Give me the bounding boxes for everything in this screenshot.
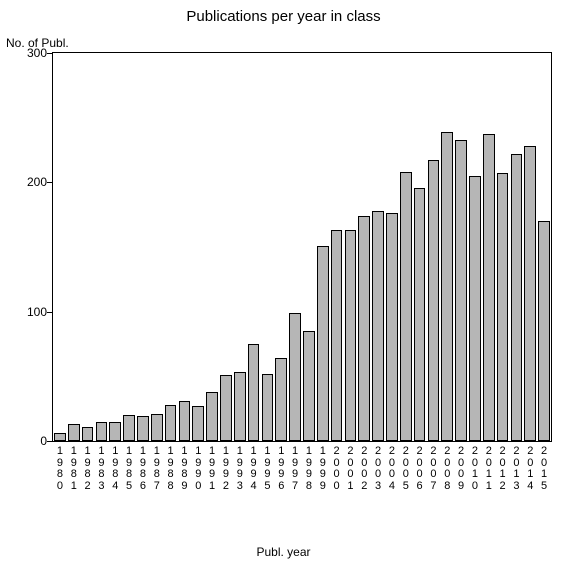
x-tick-label: 1990 [193,446,203,492]
bar [234,372,246,441]
x-tick-label: 2005 [401,446,411,492]
bar [68,424,80,441]
x-tick-label: 1989 [179,446,189,492]
bar [345,230,357,441]
y-tick-label: 300 [7,46,47,60]
bar [483,134,495,441]
bar [151,414,163,441]
bar [372,211,384,441]
x-tick-label: 1998 [304,446,314,492]
bars-group [53,53,551,441]
y-tick-label: 200 [7,175,47,189]
x-tick-label: 2014 [525,446,535,492]
x-tick-label: 1995 [262,446,272,492]
bar [455,140,467,441]
bar [469,176,481,441]
bar [538,221,550,441]
x-tick-label: 2012 [498,446,508,492]
chart-container: Publications per year in class No. of Pu… [0,0,567,567]
y-tick-label: 100 [7,305,47,319]
bar [206,392,218,441]
y-tick-label: 0 [7,434,47,448]
bar [82,427,94,441]
x-tick-label: 2006 [415,446,425,492]
x-tick-label: 2001 [345,446,355,492]
chart-title: Publications per year in class [0,8,567,25]
x-tick-label: 2007 [428,446,438,492]
bar [386,213,398,441]
bar [524,146,536,441]
x-tick-label: 2003 [373,446,383,492]
bar [497,173,509,441]
bar [317,246,329,441]
bar [262,374,274,441]
x-tick-label: 2013 [511,446,521,492]
x-tick-label: 2004 [387,446,397,492]
bar [331,230,343,441]
x-tick-label: 1986 [138,446,148,492]
bar [96,422,108,441]
bar [414,188,426,441]
x-tick-label: 1997 [290,446,300,492]
bar [192,406,204,441]
x-tick-label: 2011 [484,446,494,492]
x-tick-label: 1994 [249,446,259,492]
x-axis-title: Publ. year [0,545,567,559]
x-tick-label: 1999 [318,446,328,492]
bar [441,132,453,441]
x-tick-label: 2015 [539,446,549,492]
x-tick-label: 1984 [110,446,120,492]
x-tick-label: 1983 [96,446,106,492]
x-tick-label: 1996 [276,446,286,492]
bar [275,358,287,441]
x-tick-label: 1981 [69,446,79,492]
x-tick-label: 2002 [359,446,369,492]
bar [428,160,440,441]
bar [220,375,232,441]
bar [123,415,135,441]
x-tick-label: 1982 [83,446,93,492]
x-tick-label: 1992 [221,446,231,492]
x-tick-label: 1991 [207,446,217,492]
x-tick-label: 2008 [442,446,452,492]
bar [358,216,370,441]
x-tick-label: 1980 [55,446,65,492]
x-tick-label: 1993 [235,446,245,492]
bar [400,172,412,441]
bar [54,433,66,441]
x-tick-label: 2009 [456,446,466,492]
bar [179,401,191,441]
bar [289,313,301,441]
x-tick-label: 2010 [470,446,480,492]
x-tick-label: 2000 [332,446,342,492]
x-tick-label: 1985 [124,446,134,492]
x-tick-label: 1987 [152,446,162,492]
bar [511,154,523,441]
bar [109,422,121,441]
bar [137,416,149,441]
bar [303,331,315,441]
plot-area [52,52,552,442]
x-tick-label: 1988 [166,446,176,492]
bar [248,344,260,441]
bar [165,405,177,441]
